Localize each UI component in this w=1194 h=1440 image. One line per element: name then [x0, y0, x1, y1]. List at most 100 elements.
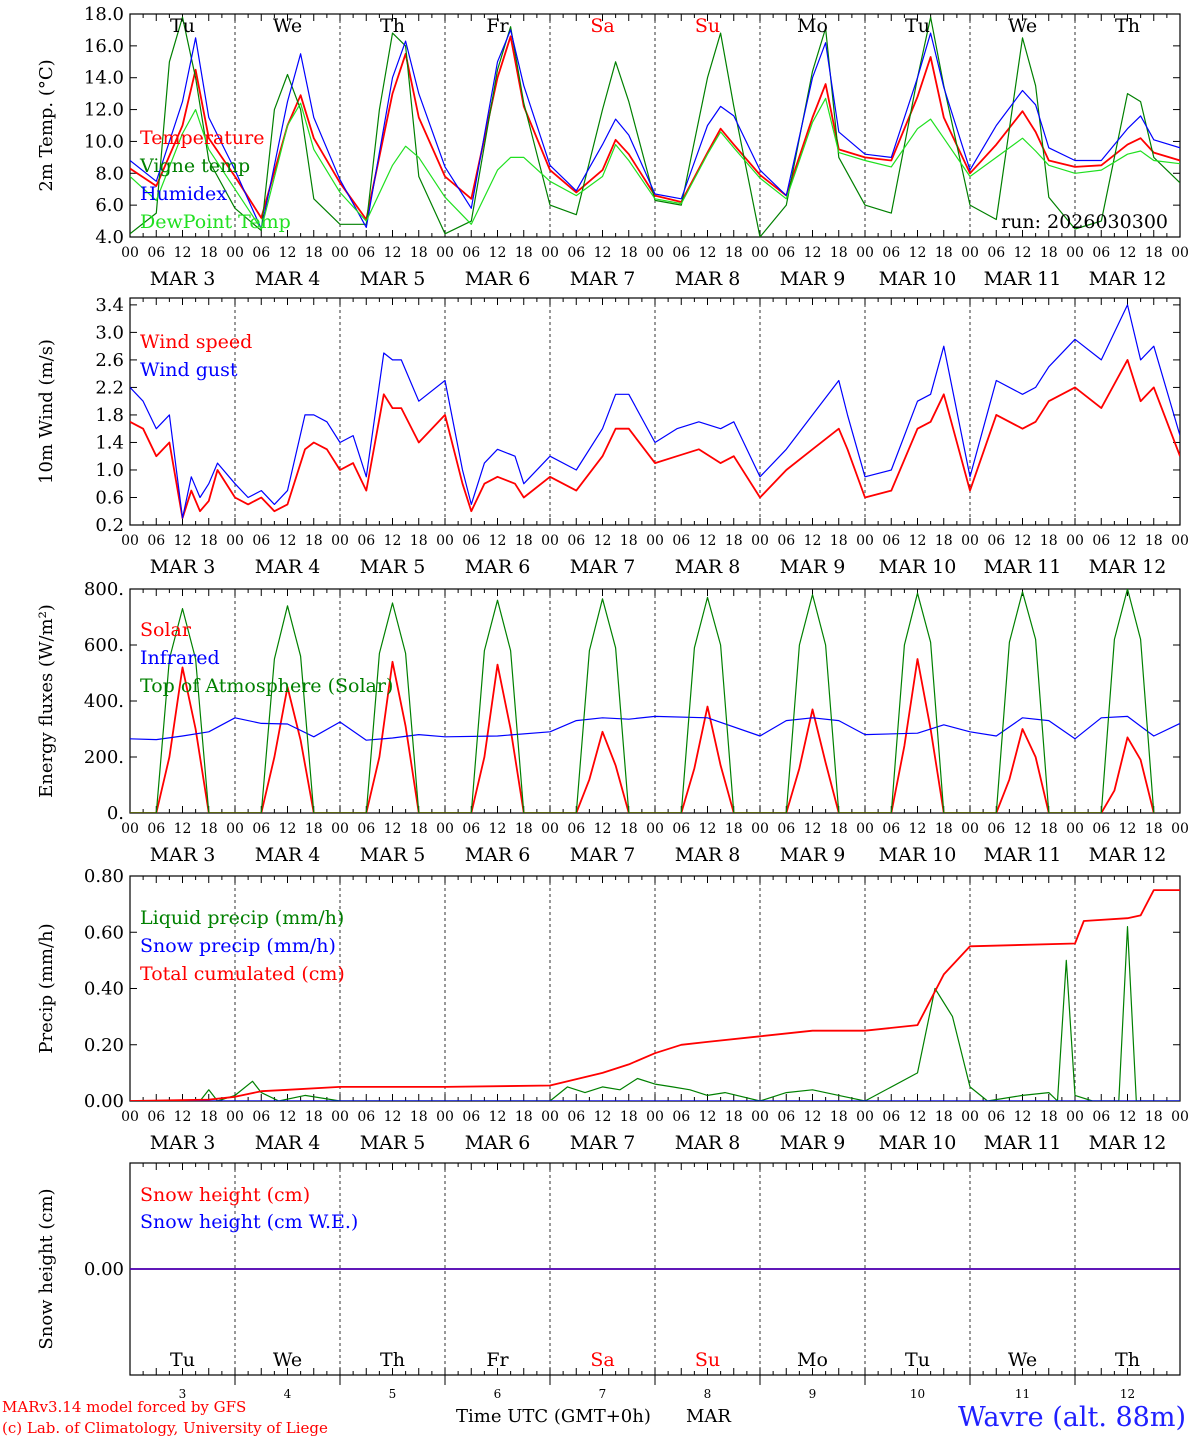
day-name-label: Tu — [905, 1349, 930, 1371]
series-line — [130, 889, 1180, 1101]
date-label: MAR 7 — [570, 268, 636, 290]
hour-tick-label: 18 — [935, 245, 953, 261]
hour-tick-label: 12 — [804, 533, 822, 549]
date-label: MAR 9 — [780, 556, 846, 578]
date-label: MAR 10 — [879, 268, 957, 290]
legend-entry: Solar — [140, 619, 192, 641]
hour-tick-label: 06 — [462, 533, 480, 549]
hour-tick-label: 12 — [384, 821, 402, 837]
hour-tick-label: 00 — [1066, 1109, 1084, 1125]
hour-tick-label: 18 — [410, 533, 428, 549]
legend-entry: Snow height (cm W.E.) — [140, 1211, 358, 1233]
date-label: MAR 4 — [255, 844, 321, 866]
hour-tick-label: 06 — [1092, 1109, 1110, 1125]
series-line — [130, 29, 1180, 230]
date-label: MAR 9 — [780, 1132, 846, 1154]
hour-tick-label: 12 — [174, 533, 192, 549]
panel-frame — [129, 588, 1181, 814]
hour-tick-label: 06 — [567, 821, 585, 837]
hour-tick-label: 06 — [882, 533, 900, 549]
hour-tick-label: 18 — [725, 533, 743, 549]
date-label: MAR 3 — [150, 1132, 216, 1154]
hour-tick-label: 06 — [462, 821, 480, 837]
y-tick-label: 1.0 — [95, 460, 124, 481]
hour-tick-label: 00 — [226, 533, 244, 549]
hour-tick-label: 06 — [252, 533, 270, 549]
y-tick-label: 0.40 — [84, 979, 124, 1000]
y-axis-label: 10m Wind (m/s) — [36, 339, 57, 484]
hour-tick-label: 06 — [1092, 245, 1110, 261]
hour-tick-label: 06 — [357, 821, 375, 837]
day-name-label: Th — [1115, 1349, 1140, 1371]
day-number-label: 7 — [599, 1387, 607, 1401]
hour-tick-label: 18 — [515, 1109, 533, 1125]
hour-tick-label: 00 — [1171, 245, 1189, 261]
day-name-label: Th — [380, 1349, 405, 1371]
hour-tick-label: 12 — [909, 245, 927, 261]
y-tick-label: 10.0 — [84, 131, 124, 152]
day-name-label: We — [273, 1349, 302, 1371]
hour-tick-label: 06 — [987, 245, 1005, 261]
hour-tick-label: 18 — [515, 245, 533, 261]
day-name-label: We — [1008, 15, 1037, 37]
y-axis-label: 2m Temp. (°C) — [36, 59, 57, 191]
hour-tick-label: 18 — [305, 1109, 323, 1125]
hour-tick-label: 00 — [436, 533, 454, 549]
date-label: MAR 9 — [780, 268, 846, 290]
date-label: MAR 5 — [360, 1132, 426, 1154]
y-axis-label: Energy fluxes (W/m²) — [36, 604, 57, 798]
y-tick-label: 0.2 — [95, 515, 124, 536]
hour-tick-label: 18 — [620, 533, 638, 549]
date-label: MAR 10 — [879, 1132, 957, 1154]
hour-tick-label: 06 — [777, 1109, 795, 1125]
series-line — [130, 715, 1180, 741]
hour-tick-label: 06 — [567, 533, 585, 549]
hour-tick-label: 12 — [594, 1109, 612, 1125]
hour-tick-label: 18 — [200, 533, 218, 549]
hour-tick-label: 18 — [305, 821, 323, 837]
hour-tick-label: 18 — [410, 245, 428, 261]
hour-tick-label: 18 — [935, 533, 953, 549]
day-number-label: 10 — [910, 1387, 925, 1401]
date-label: MAR 5 — [360, 268, 426, 290]
day-number-label: 4 — [284, 1387, 292, 1401]
hour-tick-label: 18 — [830, 245, 848, 261]
day-number-label: 5 — [389, 1387, 397, 1401]
hour-tick-label: 00 — [226, 821, 244, 837]
hour-tick-label: 00 — [226, 1109, 244, 1125]
hour-tick-label: 00 — [646, 821, 664, 837]
hour-tick-label: 06 — [987, 821, 1005, 837]
hour-tick-label: 12 — [279, 821, 297, 837]
hour-tick-label: 18 — [200, 821, 218, 837]
hour-tick-label: 00 — [751, 821, 769, 837]
y-axis-label: Precip (mm/h) — [36, 923, 57, 1053]
hour-tick-label: 00 — [541, 533, 559, 549]
hour-tick-label: 06 — [777, 821, 795, 837]
legend-entry: Infrared — [140, 647, 220, 669]
y-axis-label: Snow height (cm) — [36, 1188, 57, 1349]
hour-tick-label: 00 — [541, 1109, 559, 1125]
day-name-label: We — [273, 15, 302, 37]
time-axis-month: MAR — [686, 1406, 731, 1427]
hour-tick-label: 00 — [331, 1109, 349, 1125]
hour-tick-label: 00 — [856, 1109, 874, 1125]
date-label: MAR 4 — [255, 1132, 321, 1154]
day-name-label: Th — [1115, 15, 1140, 37]
hour-tick-label: 00 — [1171, 821, 1189, 837]
date-label: MAR 5 — [360, 844, 426, 866]
hour-tick-label: 12 — [1119, 533, 1137, 549]
hour-tick-label: 18 — [1145, 533, 1163, 549]
date-label: MAR 3 — [150, 844, 216, 866]
hour-tick-label: 00 — [646, 245, 664, 261]
hour-tick-label: 12 — [174, 1109, 192, 1125]
y-tick-label: 400. — [84, 691, 124, 712]
date-label: MAR 3 — [150, 268, 216, 290]
hour-tick-label: 18 — [305, 533, 323, 549]
legend-entry: Wind speed — [140, 331, 252, 353]
hour-tick-label: 18 — [1145, 245, 1163, 261]
hour-tick-label: 12 — [1014, 1109, 1032, 1125]
y-tick-label: 800. — [84, 579, 124, 600]
y-tick-label: 0.00 — [84, 1259, 124, 1280]
date-label: MAR 3 — [150, 556, 216, 578]
